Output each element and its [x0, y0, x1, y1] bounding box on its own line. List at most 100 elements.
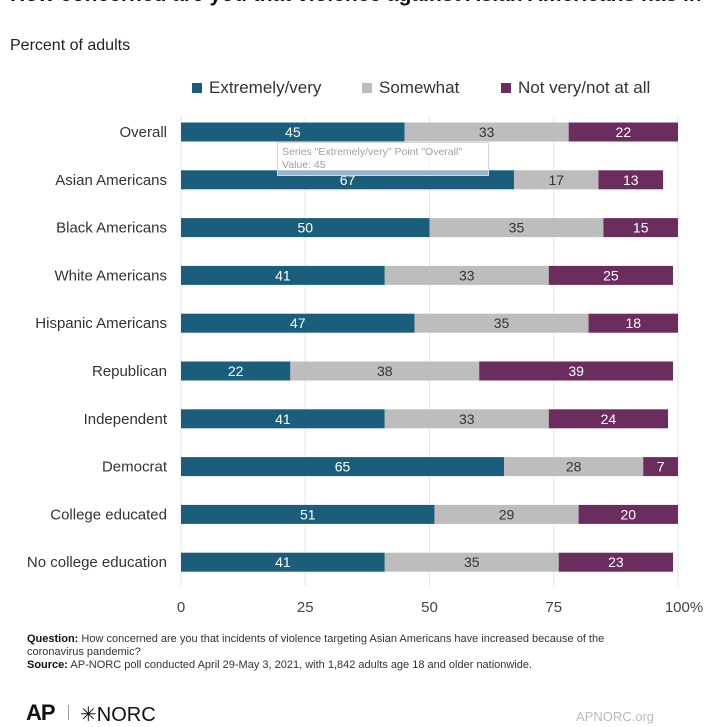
ap-logo: AP [26, 700, 56, 725]
data-label: 7 [657, 459, 665, 475]
data-label: 41 [275, 411, 291, 427]
tooltip: Series "Extremely/very" Point "Overall" … [277, 142, 489, 176]
data-label: 33 [459, 411, 475, 427]
bar-not-very [603, 218, 678, 238]
category-label: No college education [27, 554, 167, 571]
question-label: Question: [27, 633, 79, 645]
data-label: 35 [509, 220, 525, 236]
bar-somewhat [504, 457, 644, 477]
bar-not-very [548, 409, 669, 429]
legend-label-not-very: Not very/not at all [518, 78, 651, 97]
bar-extremely [181, 361, 291, 381]
bar-not-very [568, 122, 678, 142]
data-label: 13 [623, 172, 639, 188]
x-tick-label: 50 [421, 599, 438, 616]
data-label: 22 [616, 124, 632, 140]
bar-not-very [598, 170, 664, 190]
category-label: White Americans [54, 267, 167, 284]
data-label: 45 [285, 124, 301, 140]
bar-somewhat [384, 265, 549, 285]
x-tick-label: 25 [297, 599, 314, 616]
legend-swatch-not-very [501, 83, 511, 93]
data-label: 41 [275, 554, 291, 570]
chart-title: How concerned are you that violence agai… [10, 0, 700, 8]
bar-extremely [181, 409, 385, 429]
data-label: 39 [568, 363, 584, 379]
bar-not-very [548, 265, 674, 285]
data-label: 18 [625, 315, 641, 331]
source-note: Source: AP-NORC poll conducted April 29-… [27, 659, 627, 672]
data-label: 41 [275, 267, 291, 283]
bar-extremely [181, 218, 430, 238]
data-label: 35 [464, 554, 480, 570]
data-label: 38 [377, 363, 393, 379]
bar-not-very [479, 361, 674, 381]
norc-logo: ✳NORC [80, 704, 156, 726]
data-label: 23 [608, 554, 624, 570]
data-label: 47 [290, 315, 306, 331]
bar-somewhat [429, 218, 604, 238]
question-text: How concerned are you that incidents of … [27, 633, 605, 658]
data-label: 24 [601, 411, 617, 427]
bar-somewhat [290, 361, 480, 381]
data-label: 25 [603, 267, 619, 283]
bar-somewhat [404, 122, 569, 142]
category-label: Hispanic Americans [35, 315, 167, 332]
data-label: 33 [459, 267, 475, 283]
category-label: Asian Americans [55, 172, 167, 189]
data-label: 50 [297, 220, 313, 236]
question-note: Question: How concerned are you that inc… [27, 633, 627, 659]
tooltip-line-1: Series "Extremely/very" Point "Overall" [282, 146, 463, 158]
logo-divider [68, 705, 69, 720]
data-label: 17 [548, 172, 564, 188]
bar-extremely [181, 265, 385, 285]
legend-label-somewhat: Somewhat [379, 78, 460, 97]
data-label: 22 [228, 363, 244, 379]
bar-extremely [181, 552, 385, 572]
chart-notes: Question: How concerned are you that inc… [27, 633, 627, 672]
stacked-bar-chart: 0 25 50 75 100% Overall 45 33 22 Asian Americans 6… [27, 116, 703, 616]
legend-swatch-extremely [192, 83, 202, 93]
x-tick-label: 0 [177, 599, 185, 616]
site-link[interactable]: APNORC.org [576, 709, 655, 724]
bar-extremely [181, 122, 405, 142]
x-tick-label: 75 [545, 599, 562, 616]
data-label: 51 [300, 506, 316, 522]
bar-not-very [558, 552, 674, 572]
data-label: 33 [479, 124, 495, 140]
category-label: Independent [84, 411, 168, 428]
bar-not-very [578, 504, 678, 524]
data-label: 15 [633, 220, 649, 236]
x-tick-label: 100% [665, 599, 703, 616]
bar-extremely [181, 313, 415, 333]
data-label: 65 [335, 459, 351, 475]
legend-swatch-somewhat [362, 83, 372, 93]
chart-subtitle: Percent of adults [10, 37, 131, 54]
tooltip-line-2: Value: 45 [282, 159, 326, 171]
bar-somewhat [434, 504, 579, 524]
source-label: Source: [27, 659, 68, 671]
bar-not-very [588, 313, 678, 333]
chart-title-line: How concerned are you that violence agai… [10, 0, 700, 8]
source-text: AP-NORC poll conducted April 29-May 3, 2… [70, 659, 533, 671]
data-label: 29 [499, 506, 515, 522]
bar-somewhat [414, 313, 589, 333]
category-label: Democrat [102, 459, 168, 476]
data-label: 20 [621, 506, 637, 522]
legend-item-somewhat: Somewhat [362, 78, 459, 98]
category-label: Overall [119, 124, 167, 141]
legend-item-extremely: Extremely/very [192, 78, 321, 98]
category-label: College educated [50, 506, 167, 523]
bar-somewhat [384, 552, 559, 572]
legend-item-not-very: Not very/not at all [501, 78, 650, 98]
bar-extremely [181, 457, 505, 477]
data-label: 28 [566, 459, 582, 475]
bar-extremely [181, 504, 435, 524]
bar-somewhat [384, 409, 549, 429]
bar-somewhat [513, 170, 599, 190]
category-label: Republican [92, 363, 167, 380]
bar-not-very [643, 457, 678, 477]
data-label: 35 [494, 315, 510, 331]
category-label: Black Americans [56, 220, 167, 237]
legend: Extremely/very Somewhat Not very/not at … [0, 78, 708, 100]
